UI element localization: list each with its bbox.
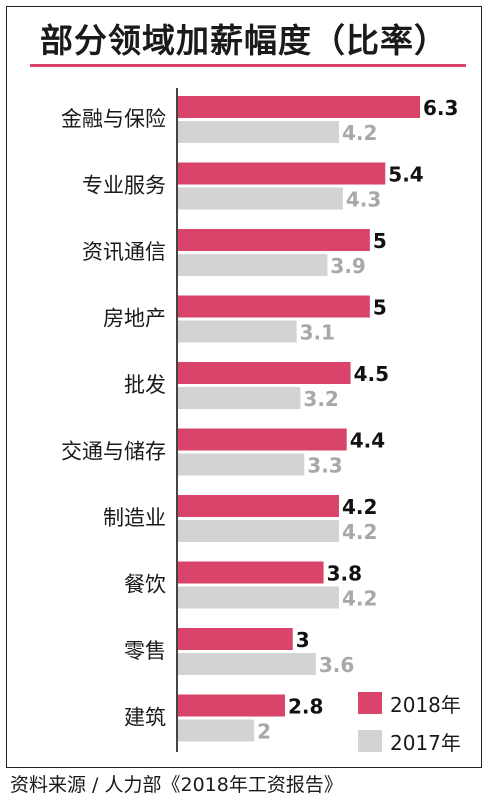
bar-2017	[177, 254, 328, 276]
value-label-2018: 6.3	[423, 96, 458, 120]
category-label: 房地产	[103, 307, 166, 331]
bar-2017	[177, 719, 255, 742]
value-label-2017: 4.3	[346, 188, 381, 212]
legend-swatch-2017	[358, 730, 382, 752]
bar-2018	[177, 628, 293, 650]
bar-2018	[177, 561, 324, 584]
legend-label-2018: 2018年	[390, 692, 461, 717]
value-label-2017: 4.2	[342, 520, 377, 544]
value-label-2017: 4.2	[342, 121, 377, 145]
chart-frame	[6, 6, 482, 768]
category-label: 资讯通信	[82, 240, 166, 264]
value-label-2017: 3.9	[330, 254, 365, 278]
bar-2017	[177, 320, 297, 343]
value-label-2018: 5	[373, 229, 387, 253]
legend-item-2017: 2017年	[358, 726, 478, 756]
value-label-2018: 4.4	[350, 429, 385, 453]
bar-2018	[177, 428, 347, 451]
bar-2017	[177, 520, 339, 542]
value-label-2017: 3.2	[303, 387, 338, 411]
category-axis-line	[176, 88, 178, 752]
value-label-2017: 3.6	[319, 653, 354, 677]
legend-label-2017: 2017年	[390, 730, 461, 755]
value-label-2018: 5	[373, 296, 387, 320]
category-label: 餐饮	[124, 573, 166, 597]
value-label-2018: 5.4	[388, 163, 423, 187]
bar-2018	[177, 362, 351, 384]
source-note: 资料来源 / 人力部《2018年工资报告》	[10, 774, 343, 796]
bar-2017	[177, 453, 305, 476]
category-label: 批发	[124, 373, 166, 397]
bar-2018	[177, 295, 370, 318]
bar-2018	[177, 229, 370, 251]
bar-2017	[177, 121, 339, 143]
value-label-2018: 3	[296, 628, 310, 652]
value-label-2018: 4.2	[342, 495, 377, 519]
title-underline	[30, 64, 466, 67]
value-label-2017: 2	[257, 720, 271, 744]
bar-2018	[177, 694, 285, 717]
bar-2017	[177, 387, 301, 409]
value-label-2018: 2.8	[288, 695, 323, 719]
category-label: 零售	[124, 639, 166, 663]
bar-2017	[177, 586, 339, 609]
value-label-2018: 3.8	[327, 562, 362, 586]
bar-2018	[177, 162, 386, 185]
value-label-2017: 3.1	[300, 321, 335, 345]
category-label: 制造业	[103, 506, 166, 530]
category-label: 金融与保险	[61, 107, 166, 131]
category-label: 专业服务	[82, 174, 166, 198]
legend: 2018年 2017年	[358, 688, 478, 764]
bar-2018	[177, 495, 339, 517]
bar-2017	[177, 653, 316, 675]
legend-swatch-2018	[358, 692, 382, 714]
legend-item-2018: 2018年	[358, 688, 478, 718]
bar-2017	[177, 187, 343, 210]
category-label: 建筑	[124, 706, 166, 730]
chart-title: 部分领域加薪幅度（比率）	[40, 21, 448, 60]
value-label-2017: 4.2	[342, 587, 377, 611]
bar-2018	[177, 96, 420, 118]
category-label: 交通与储存	[61, 440, 166, 464]
value-label-2018: 4.5	[354, 362, 389, 386]
value-label-2017: 3.3	[307, 454, 342, 478]
